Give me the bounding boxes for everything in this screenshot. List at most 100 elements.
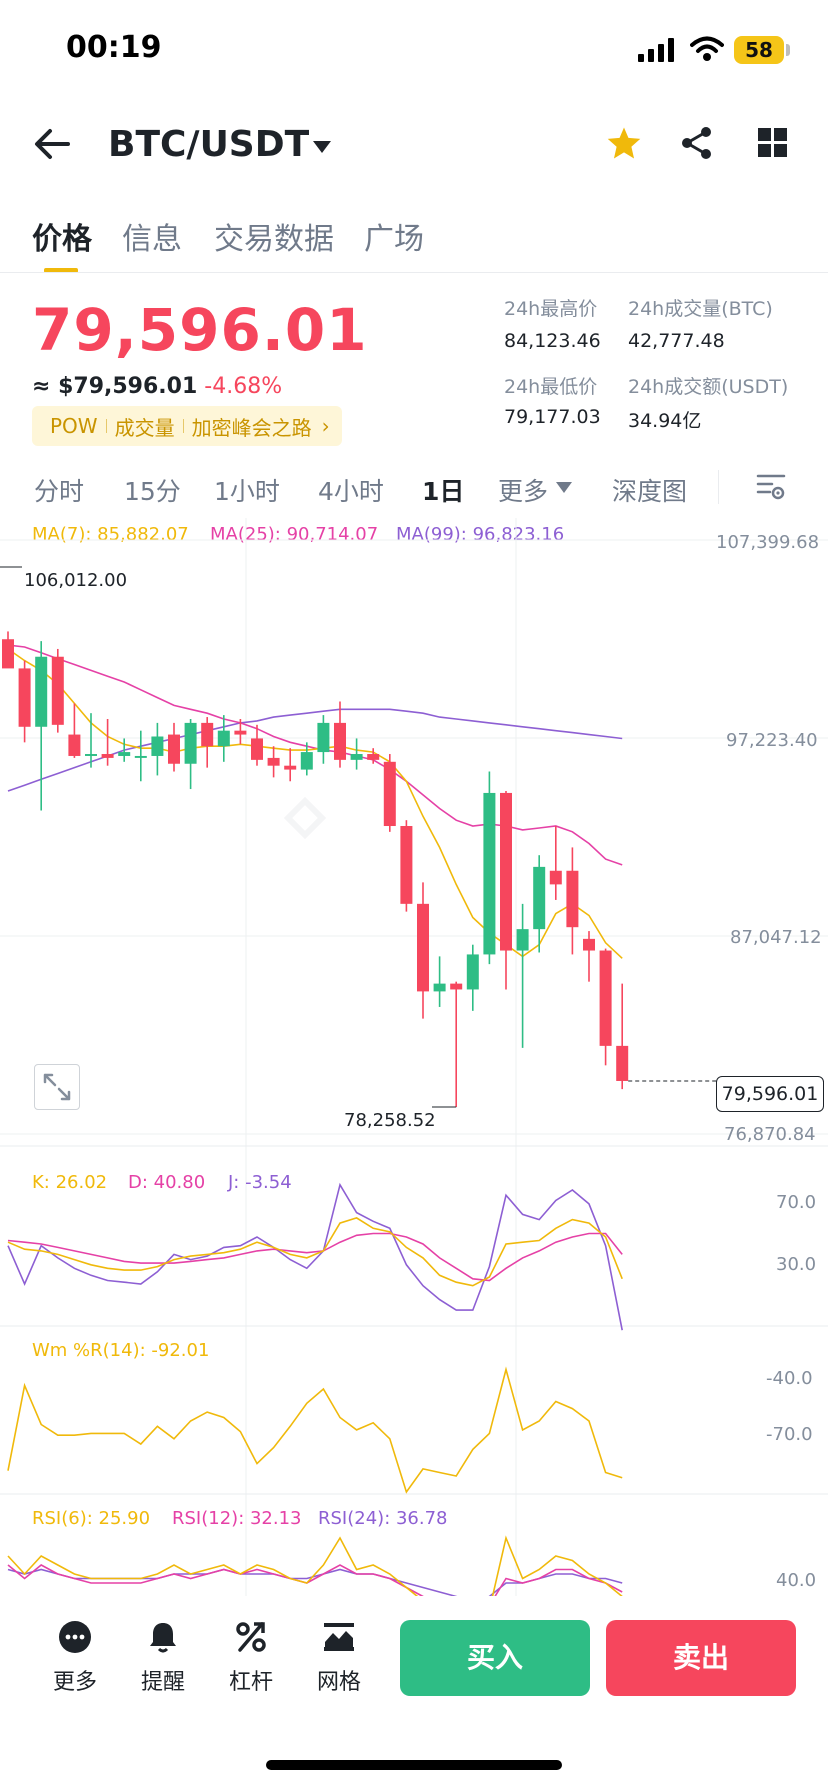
tab-trading-data[interactable]: 交易数据: [214, 222, 334, 257]
interval-more[interactable]: 更多: [498, 477, 549, 506]
approx-usd-value: ≈ $79,596.01: [32, 374, 198, 399]
candle-body: [417, 903, 429, 992]
leverage-icon: [236, 1622, 266, 1652]
interval-1h[interactable]: 1小时: [214, 477, 280, 506]
candle-body: [383, 761, 396, 827]
candle-body: [284, 765, 297, 770]
more-caret-icon[interactable]: [556, 482, 572, 493]
bottom-alert-label: 提醒: [140, 1670, 185, 1695]
stat-vol-usdt-label: 24h成交额(USDT): [628, 376, 789, 398]
back-arrow-icon[interactable]: [34, 128, 70, 160]
interval-15m[interactable]: 15分: [124, 477, 181, 506]
rsi12-line: [7, 1564, 623, 1598]
rsi24-label: RSI(24): 36.78: [318, 1508, 448, 1529]
layout-grid-icon[interactable]: [758, 128, 788, 158]
interval-time-sharing[interactable]: 分时: [34, 477, 85, 506]
interval-1d[interactable]: 1日: [422, 477, 465, 506]
candle-body: [334, 722, 346, 760]
candle-body: [616, 1045, 629, 1081]
last-price: 79,596.01: [32, 296, 368, 364]
tag-volume[interactable]: 成交量: [114, 415, 175, 440]
bottom-leverage-button[interactable]: 杠杆: [216, 1620, 286, 1696]
wr-tick: -70.0: [766, 1424, 813, 1445]
tab-info[interactable]: 信息: [122, 222, 182, 257]
sell-button[interactable]: 卖出: [606, 1620, 796, 1696]
home-indicator: [266, 1760, 562, 1770]
candle-body: [2, 639, 14, 669]
candle-body: [317, 722, 330, 753]
grid-trading-icon: [324, 1623, 354, 1651]
tag-strip[interactable]: POW 成交量 加密峰会之路 ›: [32, 406, 342, 446]
candle-body: [267, 757, 280, 766]
favorite-star-icon[interactable]: [606, 126, 642, 160]
kdj-k-label: K: 26.02: [32, 1172, 108, 1193]
candle-body: [234, 730, 247, 735]
stat-vol-btc-value: 42,777.48: [628, 330, 725, 352]
price-approx-usd: ≈ $79,596.01 -4.68%: [32, 374, 282, 399]
high-price-marker: 106,012.00: [24, 570, 128, 591]
candle-body: [433, 983, 446, 992]
candle-body: [483, 792, 496, 955]
y-axis-tick: 97,223.40: [726, 730, 818, 751]
kdj-tick: 30.0: [776, 1254, 817, 1275]
bottom-more-label: 更多: [52, 1670, 97, 1695]
status-time: 00:19: [66, 30, 162, 65]
wr-label: Wm %R(14): -92.01: [32, 1340, 210, 1361]
wr-tick: -40.0: [766, 1368, 813, 1389]
candle-body: [51, 656, 64, 725]
candle-body: [566, 870, 579, 928]
candle-body: [85, 754, 97, 756]
bottom-more-button[interactable]: 更多: [40, 1620, 110, 1696]
interval-depth-chart[interactable]: 深度图: [612, 477, 688, 506]
candle-body: [516, 929, 529, 951]
candle-body: [18, 668, 31, 727]
pair-dropdown-icon[interactable]: [312, 140, 332, 154]
trading-pair-title[interactable]: BTC/USDT: [108, 124, 310, 165]
rsi6-label: RSI(6): 25.90: [32, 1508, 151, 1529]
tag-summit[interactable]: 加密峰会之路: [191, 415, 312, 440]
buy-button[interactable]: 买入: [400, 1620, 590, 1696]
stat-high-label: 24h最高价: [504, 298, 598, 320]
interval-4h[interactable]: 4小时: [318, 477, 384, 506]
tab-active-underline: [44, 268, 78, 273]
candle-body: [367, 754, 380, 760]
candlestick-chart[interactable]: [0, 518, 828, 1598]
bottom-grid-button[interactable]: 网格: [304, 1620, 374, 1696]
rsi-tick: 40.0: [776, 1570, 817, 1591]
candle-body: [68, 734, 81, 756]
battery-indicator: 58: [734, 36, 784, 64]
candle-body: [300, 752, 313, 770]
tag-pow[interactable]: POW: [50, 414, 98, 438]
candle-body: [201, 722, 214, 747]
stat-low-label: 24h最低价: [504, 376, 598, 398]
tab-square[interactable]: 广场: [364, 222, 424, 257]
expand-chart-button[interactable]: [34, 1064, 80, 1110]
candle-body: [101, 754, 114, 758]
stat-vol-usdt-value: 34.94亿: [628, 410, 702, 432]
tag-separator: [182, 419, 184, 433]
tabs-divider: [0, 272, 828, 273]
candle-body: [350, 754, 363, 760]
chart-settings-icon[interactable]: [756, 472, 786, 502]
bottom-grid-label: 网格: [316, 1670, 361, 1695]
candle-body: [450, 983, 463, 990]
cellular-signal-icon: [638, 38, 674, 62]
candle-body: [184, 722, 197, 764]
stat-high-value: 84,123.46: [504, 330, 601, 352]
candle-body: [533, 866, 546, 930]
kdj-k-line: [7, 1217, 623, 1287]
candle-body: [549, 870, 562, 885]
kdj-tick: 70.0: [776, 1192, 817, 1213]
candle-body: [251, 738, 263, 760]
wr-line: [7, 1366, 623, 1494]
bottom-alert-button[interactable]: 提醒: [128, 1620, 198, 1696]
rsi6-line: [7, 1535, 623, 1598]
ma7-line: [7, 648, 623, 959]
candle-body: [151, 736, 164, 756]
low-price-marker: 78,258.52: [344, 1110, 436, 1131]
tab-price[interactable]: 价格: [32, 222, 92, 257]
kdj-j-line: [7, 1182, 623, 1331]
y-axis-tick: 107,399.68: [716, 532, 820, 553]
candle-body: [583, 938, 595, 951]
share-icon[interactable]: [680, 126, 714, 160]
